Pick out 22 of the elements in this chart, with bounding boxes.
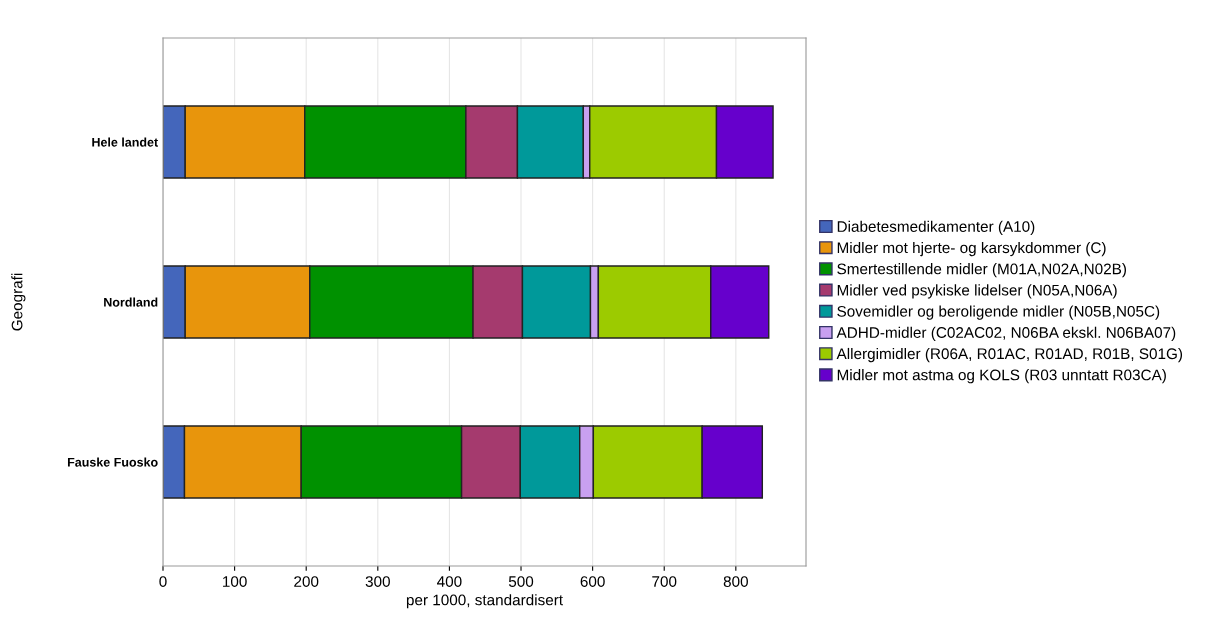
y-tick-label: Hele landet — [92, 137, 158, 147]
legend-label: Midler mot hjerte- og karsykdommer (C) — [837, 241, 1106, 257]
x-tick-label: 800 — [723, 576, 748, 587]
legend-label: Allergimidler (R06A, R01AC, R01AD, R01B, S01G) — [836, 347, 1183, 363]
y-tick-label: Fauske Fuosko — [67, 457, 158, 467]
legend-label: Midler mot astma og KOLS (R03 unntatt R03CA) — [837, 369, 1166, 384]
x-tick-label: 300 — [365, 576, 390, 587]
x-tick-label: 700 — [652, 576, 677, 587]
y-axis-title: Geografi — [11, 273, 26, 331]
x-tick-label: 500 — [508, 576, 534, 587]
legend-label: Smertestillende midler (M01A,N02A,N02B) — [837, 263, 1126, 278]
x-tick-label: 0 — [159, 576, 167, 587]
x-axis-title: per 1000, standardisert — [406, 594, 563, 609]
x-tick-label: 100 — [223, 576, 247, 587]
legend-label: Diabetesmedikamenter (A10) — [837, 220, 1035, 235]
x-tick-label: 200 — [294, 576, 319, 587]
legend-label: ADHD-midler (C02AC02, N06BA ekskl. N06BA07) — [836, 326, 1176, 341]
y-tick-label: Nordland — [104, 297, 158, 307]
x-tick-label: 600 — [580, 576, 605, 587]
x-tick-label: 400 — [437, 576, 462, 587]
legend-label: Midler ved psykiske lidelser (N05A,N06A) — [837, 284, 1117, 299]
legend-label: Sovemidler og beroligende midler (N05B,N05C) — [837, 305, 1160, 320]
